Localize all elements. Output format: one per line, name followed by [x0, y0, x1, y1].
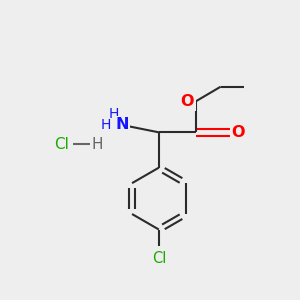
Text: Cl: Cl [152, 251, 166, 266]
Text: H: H [109, 107, 119, 121]
Text: O: O [181, 94, 194, 109]
Text: H: H [100, 118, 111, 132]
Text: N: N [115, 118, 129, 133]
Text: Cl: Cl [54, 136, 69, 152]
Text: O: O [232, 125, 245, 140]
Text: H: H [91, 136, 103, 152]
